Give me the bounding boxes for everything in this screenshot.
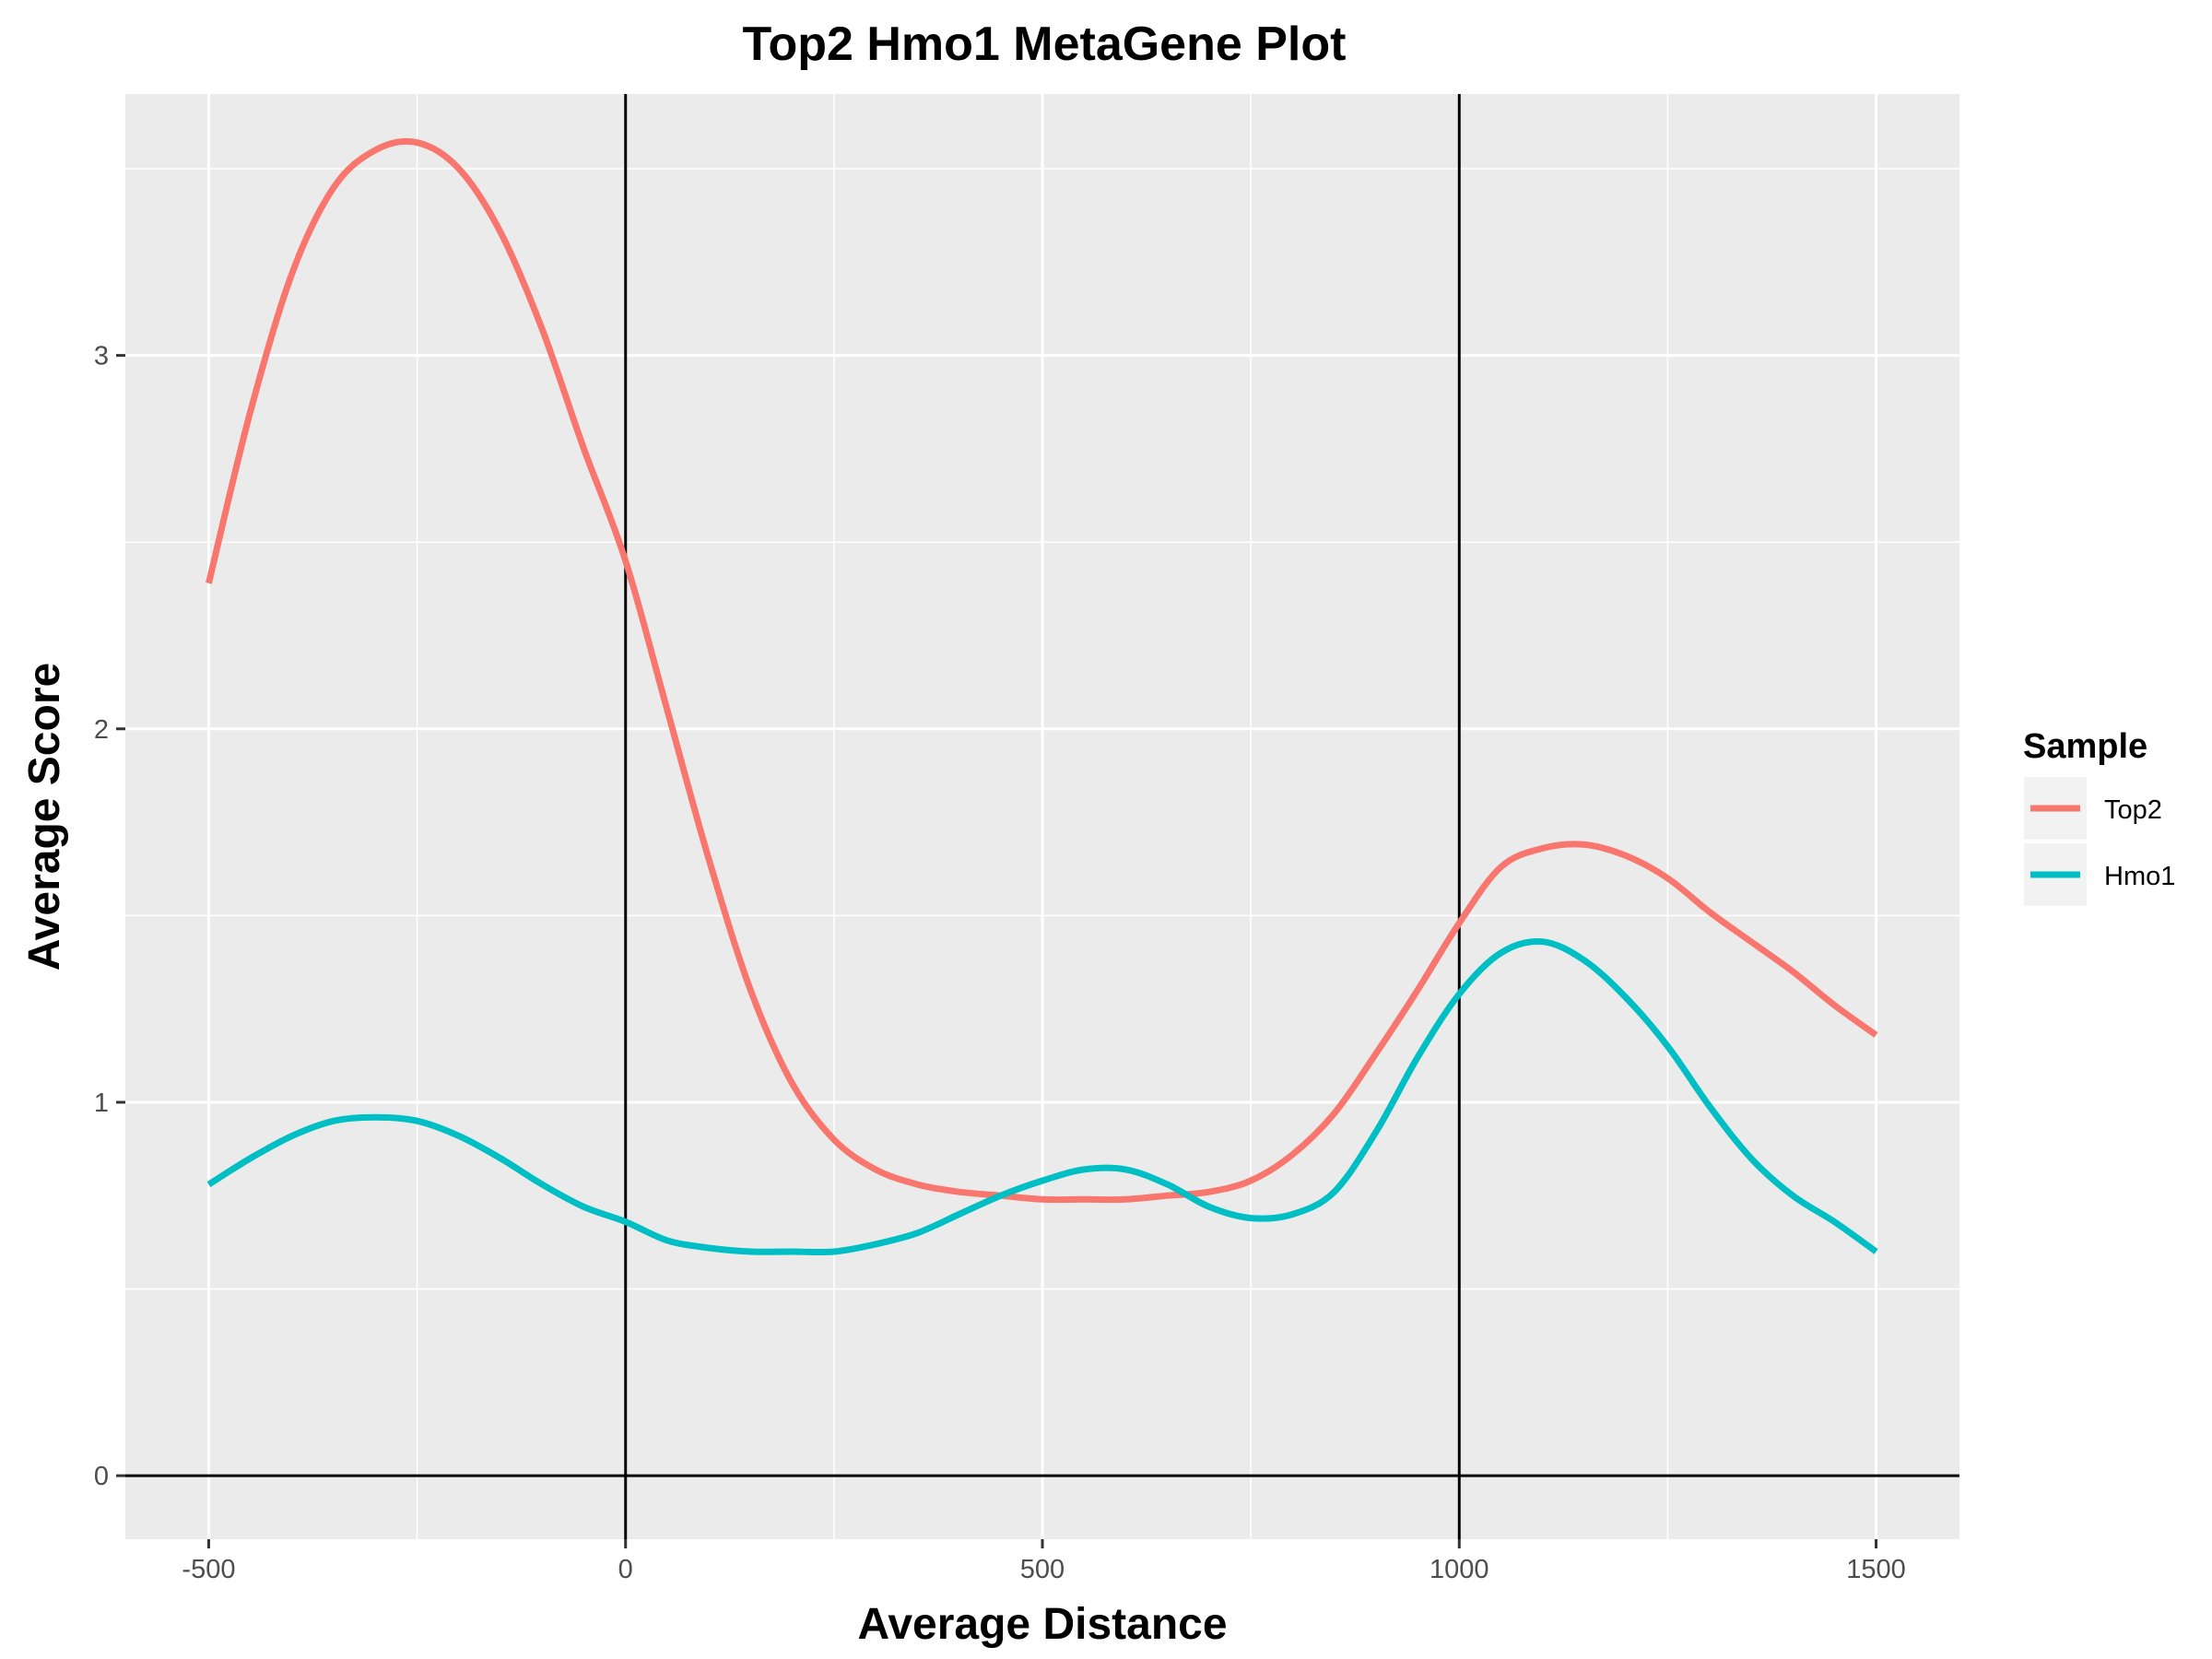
series-line-top2 (206, 137, 1878, 1204)
axis-ticks (116, 354, 1878, 1548)
y-tick-label: 1 (94, 1088, 109, 1118)
y-axis-title: Average Score (20, 663, 69, 971)
x-tick-label: 500 (1020, 1555, 1065, 1584)
reference-lines (125, 94, 1959, 1539)
legend-label-hmo1: Hmo1 (2104, 862, 2175, 891)
legend-title: Sample (2023, 727, 2147, 766)
legend-label-top2: Top2 (2104, 795, 2162, 825)
x-tick-label: 0 (618, 1555, 633, 1584)
legend: Sample Top2 Hmo1 (2023, 727, 2175, 906)
chart-title: Top2 Hmo1 MetaGene Plot (743, 18, 1347, 71)
x-tick-label: -500 (182, 1555, 235, 1584)
x-axis-tick-labels: -500 0 500 1000 1500 (182, 1555, 1905, 1584)
y-tick-label: 0 (94, 1462, 109, 1491)
y-axis-tick-labels: 0 1 2 3 (94, 342, 109, 1492)
y-tick-label: 2 (94, 715, 109, 745)
x-axis-title: Average Distance (857, 1600, 1227, 1649)
y-tick-label: 3 (94, 342, 109, 371)
series-line-hmo1 (206, 937, 1878, 1256)
legend-items: Top2 Hmo1 (2024, 777, 2175, 906)
series-lines (206, 137, 1878, 1256)
x-tick-label: 1000 (1430, 1555, 1489, 1584)
x-tick-label: 1500 (1846, 1555, 1906, 1584)
